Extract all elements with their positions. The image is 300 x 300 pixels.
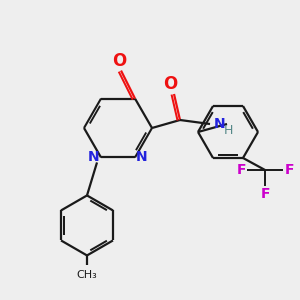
Text: N: N [136,150,148,164]
Text: N: N [88,150,100,164]
Text: F: F [284,163,294,177]
Text: H: H [224,124,233,136]
Text: N: N [214,117,226,131]
Text: O: O [112,52,126,70]
Text: F: F [236,163,246,177]
Text: F: F [260,187,270,201]
Text: CH₃: CH₃ [76,270,98,280]
Text: O: O [163,75,177,93]
